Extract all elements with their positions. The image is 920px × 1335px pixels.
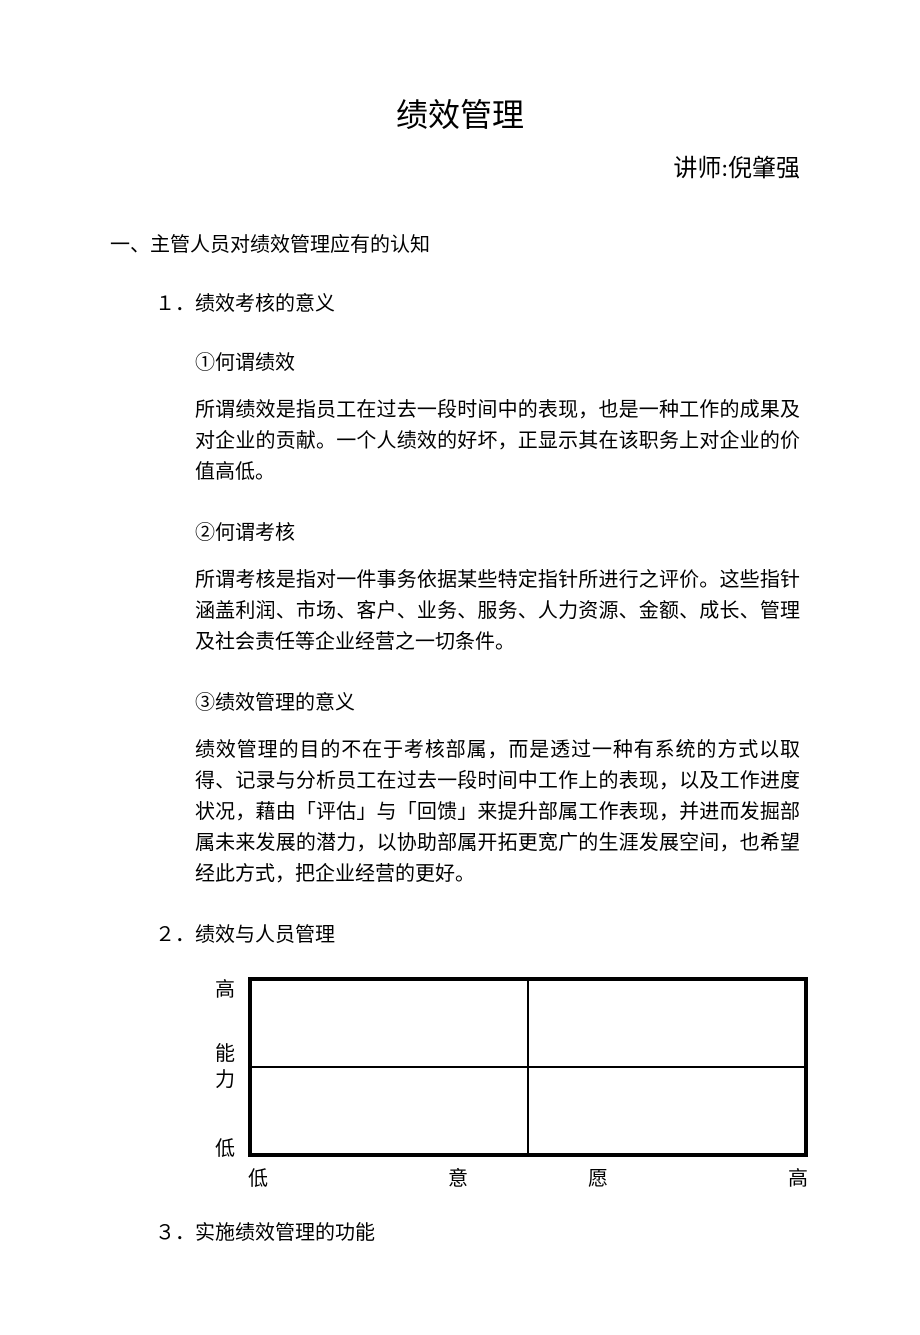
item-3-heading: ③绩效管理的意义	[195, 686, 810, 715]
x-axis-mid-char-1: 意	[388, 1162, 528, 1191]
item-1-text: 所谓绩效是指员工在过去一段时间中的表现，也是一种工作的成果及对企业的贡献。一个人…	[195, 395, 800, 488]
y-axis-mid-char-1: 能	[215, 1041, 235, 1067]
matrix-x-axis: 低 意 愿 高	[248, 1162, 808, 1191]
subsection-1-3-heading: ３．实施绩效管理的功能	[155, 1216, 810, 1245]
item-1-heading: ①何谓绩效	[195, 346, 810, 375]
subsection-1-2-heading: ２．绩效与人员管理	[155, 918, 810, 947]
x-axis-low-label: 低	[248, 1162, 388, 1191]
item-2-heading: ②何谓考核	[195, 516, 810, 545]
matrix-cell-top-right	[528, 980, 805, 1067]
page-title: 绩效管理	[110, 90, 810, 136]
y-axis-low-label: 低	[215, 1132, 235, 1161]
x-axis-mid-char-2: 愿	[528, 1162, 668, 1191]
matrix-y-axis: 高 能 力 低	[210, 977, 240, 1157]
y-axis-high-label: 高	[215, 973, 235, 1002]
subsection-1-1-heading: １．绩效考核的意义	[155, 287, 810, 316]
item-3-text: 绩效管理的目的不在于考核部属，而是透过一种有系统的方式以取得、记录与分析员工在过…	[195, 735, 800, 890]
matrix-grid	[248, 977, 808, 1157]
ability-willingness-matrix: 高 能 力 低 低 意 愿 高	[210, 977, 810, 1191]
matrix-cell-top-left	[251, 980, 528, 1067]
section-1-heading: 一、主管人员对绩效管理应有的认知	[110, 228, 810, 257]
matrix-cell-bottom-left	[251, 1067, 528, 1154]
item-2-text: 所谓考核是指对一件事务依据某些特定指针所进行之评价。这些指针涵盖利润、市场、客户…	[195, 565, 800, 658]
y-axis-mid-label: 能 力	[215, 1041, 235, 1093]
lecturer-line: 讲师:倪肇强	[110, 148, 810, 183]
x-axis-high-label: 高	[668, 1162, 808, 1191]
y-axis-mid-char-2: 力	[215, 1067, 235, 1093]
matrix-cell-bottom-right	[528, 1067, 805, 1154]
